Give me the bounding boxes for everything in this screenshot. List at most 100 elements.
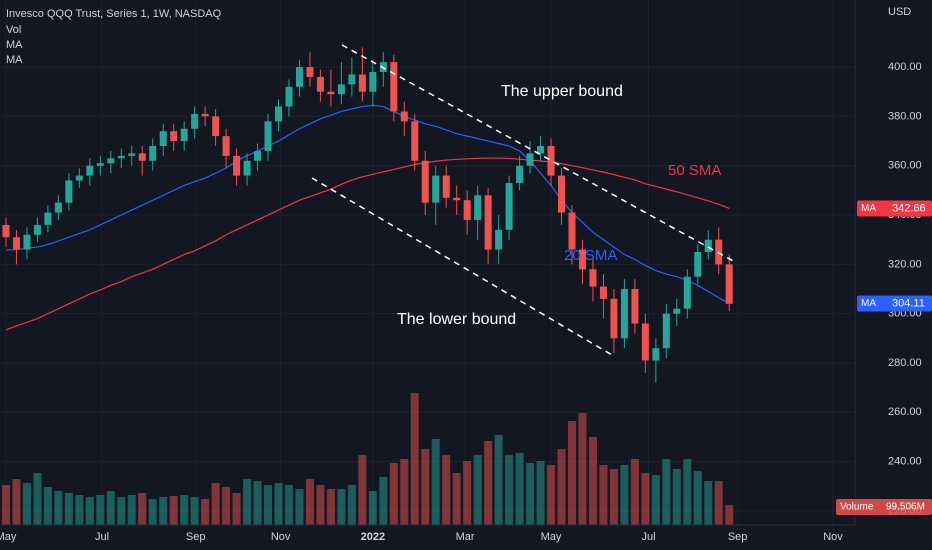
volume-bar xyxy=(473,455,482,525)
y-tick-label: 240.00 xyxy=(888,456,922,468)
candle-body xyxy=(285,86,293,107)
candle-body xyxy=(578,249,586,270)
currency: USD xyxy=(888,6,911,18)
volume-bar xyxy=(442,455,451,525)
volume-bar xyxy=(106,491,115,525)
candle-body xyxy=(610,298,618,339)
candle-body xyxy=(327,91,335,95)
volume-bar xyxy=(337,489,346,525)
price-tag xyxy=(857,295,932,312)
x-tick-label: Mar xyxy=(456,531,475,543)
volume-bar xyxy=(515,453,524,525)
candle-body xyxy=(358,74,366,92)
candle-body xyxy=(390,62,398,112)
price-tag-name: MA xyxy=(861,298,876,309)
volume-bar xyxy=(64,493,73,525)
candle-body xyxy=(442,175,450,198)
candle-body xyxy=(254,150,262,161)
volume-bar xyxy=(704,481,713,525)
candle-body xyxy=(631,289,639,324)
volume-bar xyxy=(599,465,608,525)
candle-body xyxy=(463,200,471,220)
volume-bar xyxy=(169,496,178,525)
legend-entry: MA xyxy=(6,54,23,66)
lower-bound-line xyxy=(311,177,613,356)
volume-bar xyxy=(117,497,126,525)
candle-body xyxy=(117,155,125,159)
candle-body xyxy=(191,113,199,129)
x-tick-label: Nov xyxy=(271,531,291,543)
candle-body xyxy=(54,202,62,213)
volume-bar xyxy=(389,463,398,525)
volume-bar xyxy=(588,437,597,525)
candle-body xyxy=(495,229,503,250)
volume-bar xyxy=(33,473,42,525)
candle-body xyxy=(159,131,167,146)
volume-bar xyxy=(431,439,440,525)
candle-body xyxy=(107,158,115,164)
volume-bar xyxy=(368,491,377,525)
candle-body xyxy=(474,195,482,220)
x-tick-label: Nov xyxy=(823,531,843,543)
y-tick-label: 260.00 xyxy=(888,406,922,418)
volume-bar xyxy=(159,497,168,525)
x-tick-label: Sep xyxy=(728,531,748,543)
candle-body xyxy=(526,153,534,166)
volume-tag xyxy=(836,499,932,515)
volume-bar xyxy=(274,483,283,525)
ma-layer xyxy=(5,104,730,331)
x-tick-label: Sep xyxy=(186,531,206,543)
volume-bar xyxy=(243,479,252,525)
price-axis xyxy=(855,0,932,550)
x-tick-label: 2022 xyxy=(361,531,385,543)
ma-label: 20 SMA xyxy=(564,247,617,264)
volume-bar xyxy=(85,497,94,525)
volume-bar xyxy=(379,477,388,525)
candle-body xyxy=(516,165,524,183)
chart-title: Invesco QQQ Trust, Series 1, 1W, NASDAQ xyxy=(6,8,222,20)
candle-body xyxy=(295,67,303,87)
volume-bar xyxy=(526,463,535,525)
volume-bar xyxy=(494,435,503,525)
candle-body xyxy=(589,269,597,287)
volume-bar xyxy=(641,473,650,525)
volume-tag-value: 99.506M xyxy=(886,502,925,513)
candle-body xyxy=(138,153,146,161)
x-tick-label: Jul xyxy=(641,531,655,543)
volume-bar xyxy=(211,483,220,525)
volume-bar xyxy=(201,499,210,525)
candle-body xyxy=(33,224,41,235)
volume-bar xyxy=(190,497,199,525)
volume-bar xyxy=(557,449,566,525)
ma-label: 50 SMA xyxy=(668,162,721,179)
candle-body xyxy=(180,128,188,142)
candle-body xyxy=(201,113,209,117)
candle-body xyxy=(75,175,83,181)
volume-bar xyxy=(400,459,409,525)
candle-body xyxy=(715,239,723,265)
volume-bar xyxy=(180,495,189,525)
candle-body xyxy=(306,67,314,77)
candle-body xyxy=(337,84,345,95)
volume-bar xyxy=(305,479,314,525)
volume-bar xyxy=(264,485,273,525)
volume-bar xyxy=(12,479,21,525)
candle-body xyxy=(128,153,136,156)
volume-bar xyxy=(358,455,367,525)
volume-bar xyxy=(284,485,293,525)
candle-body xyxy=(641,323,649,361)
x-tick-label: May xyxy=(0,531,17,543)
candle-body xyxy=(44,212,52,225)
volume-bar xyxy=(127,495,136,525)
candle-body xyxy=(652,348,660,361)
volume-bar xyxy=(232,493,241,525)
volume-bar xyxy=(148,499,157,525)
volume-bar xyxy=(138,493,147,525)
volume-tag-name: Volume xyxy=(840,502,874,513)
candle-body xyxy=(65,180,73,203)
candle-body xyxy=(23,234,31,250)
volume-bar xyxy=(714,481,723,525)
volume-bar xyxy=(463,461,472,525)
